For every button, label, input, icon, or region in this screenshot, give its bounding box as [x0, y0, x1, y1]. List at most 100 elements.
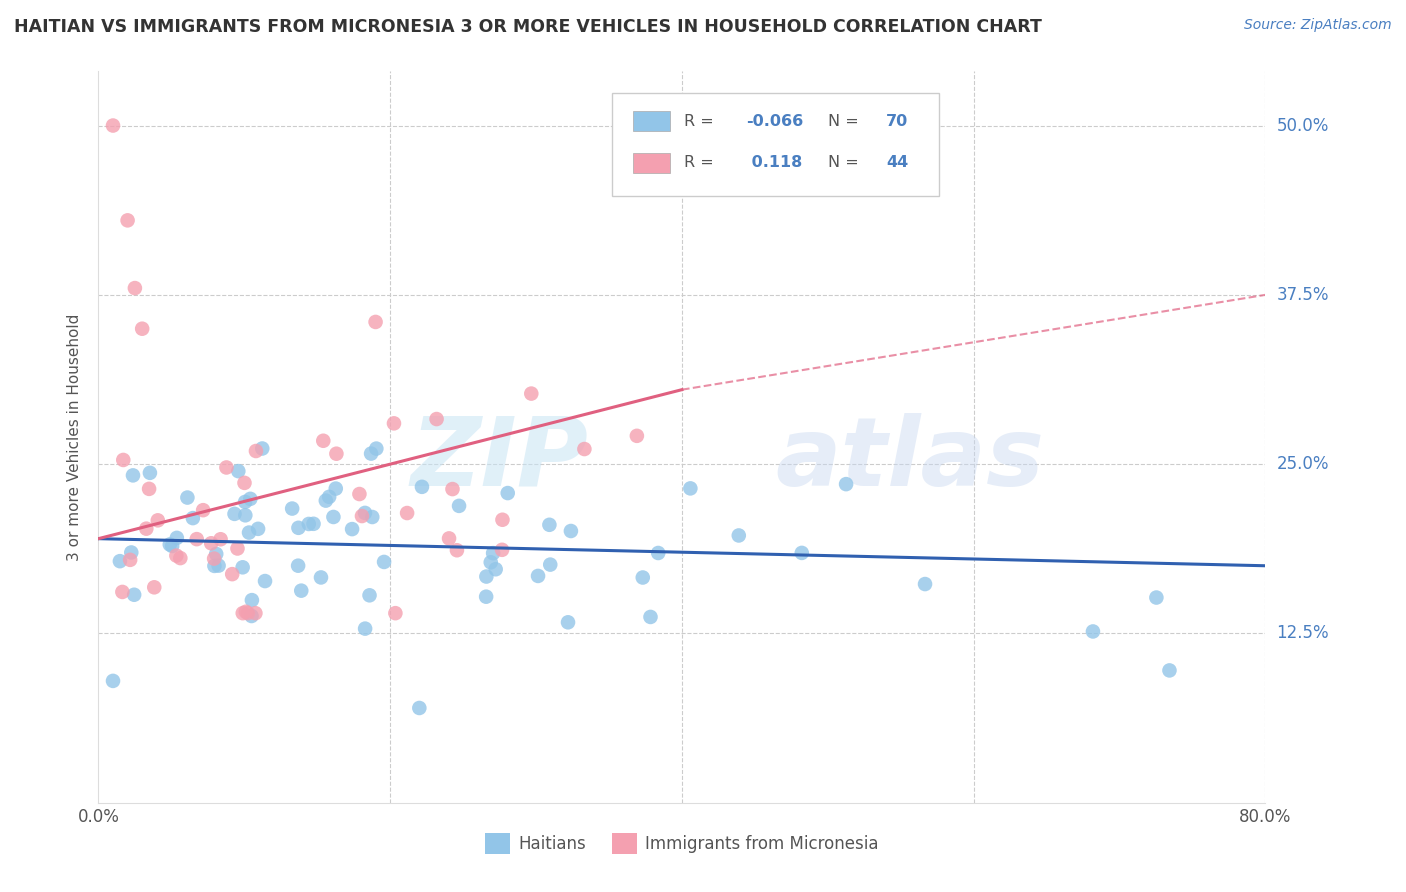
- Point: [165, 549, 187, 563]
- Point: [143, 580, 166, 594]
- Point: [111, 585, 134, 599]
- Point: [309, 570, 332, 584]
- Point: [360, 447, 382, 461]
- Point: [527, 569, 550, 583]
- Point: [101, 119, 124, 133]
- Text: 44: 44: [886, 155, 908, 170]
- Bar: [633, 111, 671, 131]
- Point: [1159, 664, 1181, 678]
- Point: [914, 577, 936, 591]
- Point: [117, 213, 139, 227]
- Point: [318, 490, 340, 504]
- Point: [325, 482, 347, 496]
- Point: [835, 477, 858, 491]
- Point: [447, 499, 470, 513]
- Point: [159, 537, 181, 551]
- Point: [354, 622, 377, 636]
- Bar: [633, 153, 671, 173]
- Point: [169, 551, 191, 566]
- Point: [226, 464, 249, 478]
- Text: 25.0%: 25.0%: [1277, 455, 1329, 473]
- Point: [191, 503, 214, 517]
- Point: [1081, 624, 1104, 639]
- Point: [560, 524, 582, 538]
- Point: [538, 558, 561, 572]
- Point: [131, 322, 153, 336]
- Point: [160, 539, 183, 553]
- Point: [496, 486, 519, 500]
- Point: [482, 546, 505, 560]
- Point: [315, 493, 337, 508]
- Point: [325, 447, 347, 461]
- Point: [364, 315, 387, 329]
- Y-axis label: 3 or more Vehicles in Household: 3 or more Vehicles in Household: [67, 313, 83, 561]
- Point: [124, 281, 146, 295]
- Point: [349, 487, 371, 501]
- Point: [437, 532, 460, 546]
- FancyBboxPatch shape: [612, 94, 939, 195]
- Point: [239, 491, 262, 506]
- Point: [176, 491, 198, 505]
- Point: [166, 531, 188, 545]
- Point: [181, 511, 204, 525]
- Point: [122, 468, 145, 483]
- Point: [640, 610, 662, 624]
- Point: [479, 555, 502, 569]
- Point: [631, 570, 654, 584]
- Point: [233, 475, 256, 490]
- Text: -0.066: -0.066: [747, 113, 803, 128]
- Point: [200, 536, 222, 550]
- Point: [475, 569, 498, 583]
- Point: [247, 522, 270, 536]
- Point: [359, 588, 381, 602]
- Point: [384, 606, 406, 620]
- Point: [233, 508, 256, 523]
- Point: [574, 442, 596, 456]
- Point: [135, 522, 157, 536]
- Point: [224, 507, 246, 521]
- Point: [322, 510, 344, 524]
- Point: [679, 482, 702, 496]
- Point: [253, 574, 276, 588]
- Text: R =: R =: [685, 113, 718, 128]
- Text: atlas: atlas: [775, 412, 1045, 506]
- Point: [382, 417, 405, 431]
- Point: [350, 509, 373, 524]
- Point: [101, 673, 124, 688]
- Point: [290, 583, 312, 598]
- Point: [340, 522, 363, 536]
- Point: [238, 525, 260, 540]
- Text: N =: N =: [828, 155, 863, 170]
- Text: R =: R =: [685, 155, 718, 170]
- Point: [281, 501, 304, 516]
- Point: [226, 541, 249, 556]
- Point: [373, 555, 395, 569]
- Point: [108, 554, 131, 568]
- Text: HAITIAN VS IMMIGRANTS FROM MICRONESIA 3 OR MORE VEHICLES IN HOUSEHOLD CORRELATIO: HAITIAN VS IMMIGRANTS FROM MICRONESIA 3 …: [14, 18, 1042, 36]
- Point: [298, 516, 321, 531]
- Text: 37.5%: 37.5%: [1277, 285, 1329, 304]
- Point: [411, 480, 433, 494]
- Text: 50.0%: 50.0%: [1277, 117, 1329, 135]
- Point: [205, 547, 228, 561]
- Point: [647, 546, 669, 560]
- Text: N =: N =: [828, 113, 863, 128]
- Point: [221, 567, 243, 582]
- Point: [202, 551, 225, 566]
- Point: [215, 460, 238, 475]
- Point: [557, 615, 579, 630]
- Point: [491, 513, 513, 527]
- Point: [790, 546, 813, 560]
- Point: [207, 558, 229, 573]
- Point: [312, 434, 335, 448]
- Point: [120, 553, 142, 567]
- Point: [245, 606, 267, 620]
- Point: [491, 542, 513, 557]
- Point: [475, 590, 498, 604]
- Point: [366, 442, 388, 456]
- Point: [354, 506, 377, 520]
- Point: [245, 444, 267, 458]
- Point: [232, 606, 254, 620]
- Point: [138, 482, 160, 496]
- Point: [209, 533, 232, 547]
